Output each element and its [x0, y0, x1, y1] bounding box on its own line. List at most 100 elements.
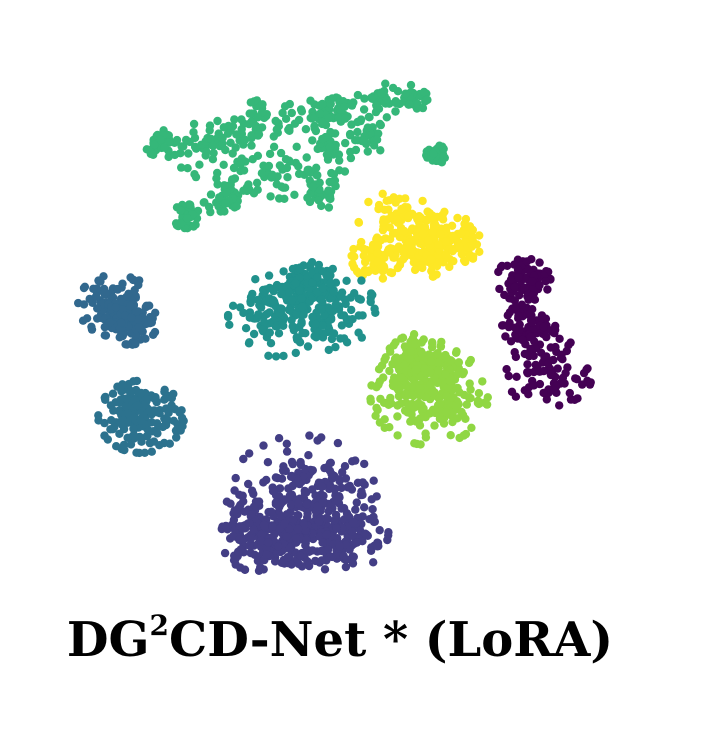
- scatter-point: [147, 318, 156, 327]
- scatter-point: [254, 310, 263, 319]
- scatter-point: [426, 380, 435, 390]
- scatter-point: [317, 556, 326, 565]
- scatter-point: [137, 437, 146, 446]
- scatter-point: [147, 447, 156, 456]
- scatter-point: [375, 526, 384, 535]
- scatter-point: [229, 163, 239, 173]
- scatter-point: [401, 89, 410, 98]
- scatter-point: [229, 532, 238, 541]
- scatter-point: [347, 101, 357, 110]
- scatter-point: [322, 150, 332, 159]
- scatter-point: [324, 345, 333, 355]
- scatter-point: [324, 303, 333, 312]
- scatter-point: [253, 295, 263, 305]
- scatter-point: [123, 408, 132, 417]
- scatter-point: [435, 399, 445, 409]
- scatter-point: [311, 556, 320, 566]
- scatter-point: [371, 266, 380, 275]
- scatter-point: [121, 340, 130, 349]
- scatter-point: [294, 115, 304, 125]
- scatter-point: [543, 285, 552, 294]
- scatter-point: [172, 433, 181, 442]
- scatter-point: [464, 358, 474, 368]
- scatter-point: [277, 182, 286, 191]
- scatter-point: [379, 217, 388, 227]
- scatter-point: [510, 348, 519, 357]
- scatter-point: [434, 366, 443, 375]
- scatter-point: [406, 80, 416, 90]
- scatter-point: [267, 173, 276, 182]
- scatter-point: [320, 565, 330, 574]
- scatter-point: [360, 459, 369, 469]
- scatter-point: [132, 376, 142, 386]
- scatter-point: [273, 172, 282, 181]
- scatter-point: [252, 178, 262, 187]
- scatter-point: [322, 530, 331, 539]
- scatter-point: [279, 321, 288, 330]
- scatter-point: [371, 107, 381, 117]
- scatter-point: [448, 231, 458, 241]
- scatter-point: [415, 239, 425, 248]
- scatter-point: [124, 379, 133, 389]
- scatter-point: [222, 188, 231, 198]
- scatter-point: [294, 162, 303, 171]
- scatter-point: [303, 342, 313, 351]
- scatter-point: [161, 417, 171, 427]
- scatter-point: [523, 360, 532, 369]
- scatter-point: [288, 515, 298, 525]
- scatter-point: [106, 425, 115, 434]
- scatter-point: [358, 311, 367, 320]
- scatter-point: [164, 408, 173, 418]
- scatter-point: [350, 289, 359, 298]
- scatter-point: [264, 271, 274, 280]
- scatter-point: [318, 283, 328, 293]
- scatter-point: [78, 316, 88, 325]
- scatter-point: [347, 527, 357, 536]
- scatter-point: [505, 308, 514, 317]
- scatter-point: [129, 430, 138, 439]
- scatter-point: [249, 329, 259, 339]
- scatter-point: [304, 451, 313, 460]
- scatter-point: [308, 136, 317, 145]
- scatter-point: [186, 200, 195, 210]
- scatter-point: [381, 79, 390, 88]
- scatter-point: [376, 120, 385, 130]
- scatter-point: [269, 142, 279, 151]
- scatter-point: [113, 285, 122, 294]
- scatter-point: [525, 309, 535, 318]
- scatter-point: [393, 87, 403, 96]
- scatter-point: [108, 389, 118, 398]
- scatter-point: [340, 295, 350, 304]
- scatter-point: [317, 295, 326, 304]
- scatter-point: [363, 123, 372, 132]
- scatter-point: [259, 441, 268, 450]
- scatter-point: [335, 541, 344, 551]
- scatter-point: [561, 368, 570, 378]
- scatter-point: [324, 203, 334, 212]
- scatter-point: [451, 402, 461, 411]
- scatter-point: [520, 283, 529, 292]
- scatter-point: [89, 284, 98, 293]
- scatter-point: [282, 532, 291, 541]
- scatter-point: [319, 491, 328, 500]
- scatter-point: [365, 515, 374, 524]
- scatter-point: [247, 109, 256, 118]
- scatter-point: [439, 151, 448, 160]
- scatter-point: [160, 143, 169, 152]
- scatter-point: [287, 296, 297, 305]
- scatter-point: [345, 129, 355, 139]
- scatter-point: [573, 394, 582, 403]
- scatter-point: [253, 113, 263, 122]
- scatter-point: [380, 415, 389, 424]
- scatter-point: [408, 224, 417, 233]
- scatter-point: [271, 352, 281, 361]
- scatter-point: [302, 535, 311, 545]
- scatter-point: [558, 355, 567, 364]
- scatter-point: [256, 563, 265, 572]
- scatter-point: [366, 546, 376, 555]
- scatter-point: [502, 365, 511, 374]
- scatter-point: [365, 113, 374, 122]
- scatter-point: [265, 149, 275, 159]
- scatter-point: [251, 275, 260, 284]
- scatter-point: [419, 87, 429, 97]
